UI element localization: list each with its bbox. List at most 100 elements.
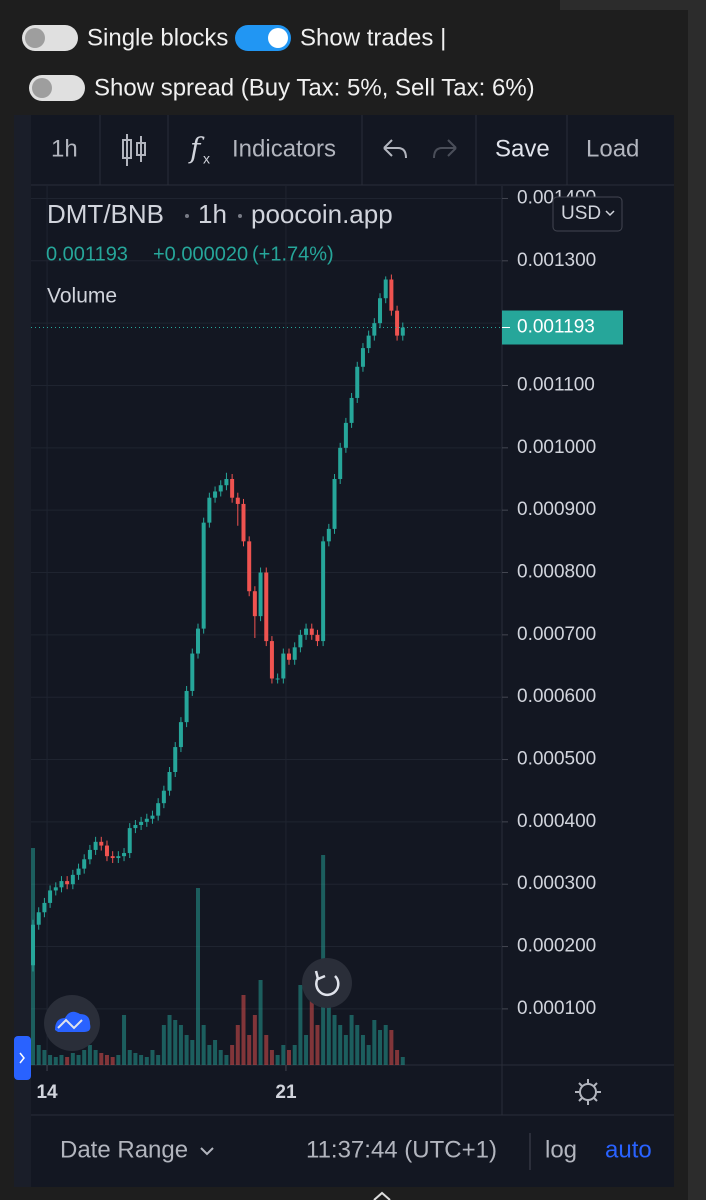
volume-bar [372,1020,377,1065]
candle-body [321,541,326,642]
candle-body [76,868,81,875]
auto-button[interactable]: auto [605,1136,652,1163]
candle-body [184,690,189,723]
candle-body [139,821,144,825]
candle-body [218,485,223,492]
redo-icon[interactable] [433,139,457,159]
load-button[interactable]: Load [586,135,639,162]
candle-body [230,479,235,498]
x-tick-label: 14 [36,1082,58,1103]
y-tick-label: 0.000200 [517,936,596,957]
volume-bar [48,1055,53,1065]
volume-bar [378,1030,383,1065]
fx-icon-sub[interactable]: x [203,151,210,167]
side-tab-arrow [19,1052,25,1064]
volume-bar [235,1025,240,1065]
toggle-label: Single blocks [87,24,228,51]
legend-price: 0.001193 [46,243,128,265]
volume-bar [70,1053,75,1065]
candle-body [213,491,218,498]
save-button[interactable]: Save [495,135,550,162]
volume-bar [82,1050,87,1065]
candle-body [389,279,394,311]
candle-body [332,479,337,529]
candle-body [275,678,280,680]
panel-edge [14,115,31,1187]
candle-body [304,628,309,635]
chart-panel [14,115,674,1187]
date-range-button[interactable]: Date Range [60,1136,188,1163]
volume-bar [292,1045,297,1065]
legend-change: +0.000020 [153,243,248,265]
candle-body [53,887,58,891]
candle-body [48,890,53,903]
volume-bar [99,1053,104,1065]
volume-bar [218,1050,223,1065]
y-tick-label: 0.000900 [517,499,596,520]
volume-bar [383,1025,388,1065]
volume-bar [144,1057,149,1065]
log-button[interactable]: log [545,1136,577,1163]
candle-body [190,653,195,691]
volume-bar [207,1045,212,1065]
last-price-label: 0.001193 [517,317,595,338]
volume-bar [366,1045,371,1065]
candle-body [87,849,92,860]
interval-button[interactable]: 1h [51,135,78,162]
candle-body [150,815,155,819]
candle-body [110,856,115,859]
candle-body [59,881,64,888]
volume-bar [309,990,314,1065]
currency[interactable]: USD [561,203,601,224]
side-strip [688,0,706,1200]
volume-bar [42,1050,47,1065]
candle-body [269,641,274,679]
candle-body [42,902,47,913]
volume-bar [76,1055,81,1065]
symbol: DMT/BNB [47,199,164,229]
y-tick-label: 0.000600 [517,686,596,707]
volume-label: Volume [47,285,117,308]
volume-bar [167,1015,172,1065]
toggle-label: Show spread (Buy Tax: 5%, Sell Tax: 6%) [94,74,535,101]
volume-bar [133,1053,138,1065]
toggles: Single blocks Show trades | Show spread … [22,24,535,101]
reset-arrow [314,970,326,981]
candle-body [355,366,360,398]
indicators-button[interactable]: Indicators [232,135,336,162]
candle-body [360,348,365,367]
toggle-knob [32,78,52,98]
volume-bar [304,1035,309,1065]
candle-body [298,634,303,648]
candle-body [207,497,212,523]
volume-bar [224,1055,229,1065]
settings-icon[interactable] [575,1079,601,1105]
volume-bar [36,1045,41,1065]
candle-body [127,828,132,854]
reset-button[interactable] [302,958,352,1008]
volume-bar [298,985,303,1065]
last-price-tag [502,310,623,345]
candle-body [258,572,263,617]
volume-bar [104,1055,109,1065]
candle-body [156,803,161,816]
volume-bar [213,1040,218,1065]
candle-icon[interactable] [122,134,146,166]
volume-bar [286,1050,291,1065]
volume-bar [150,1050,155,1065]
side-tab[interactable] [14,1036,31,1080]
top-strip [560,0,706,10]
volume-bar [247,1035,252,1065]
volume-bar [343,1035,348,1065]
undo-icon[interactable] [383,139,407,159]
volume-bar [139,1055,144,1065]
candle-body [224,479,229,486]
toggle-knob [268,28,288,48]
candle-body [36,912,41,925]
volume-bar [400,1057,405,1065]
candle-body [161,790,166,804]
candle-body [292,647,297,660]
currency-button[interactable] [552,196,623,232]
candle-body [315,634,320,642]
volume-bar [338,1025,343,1065]
